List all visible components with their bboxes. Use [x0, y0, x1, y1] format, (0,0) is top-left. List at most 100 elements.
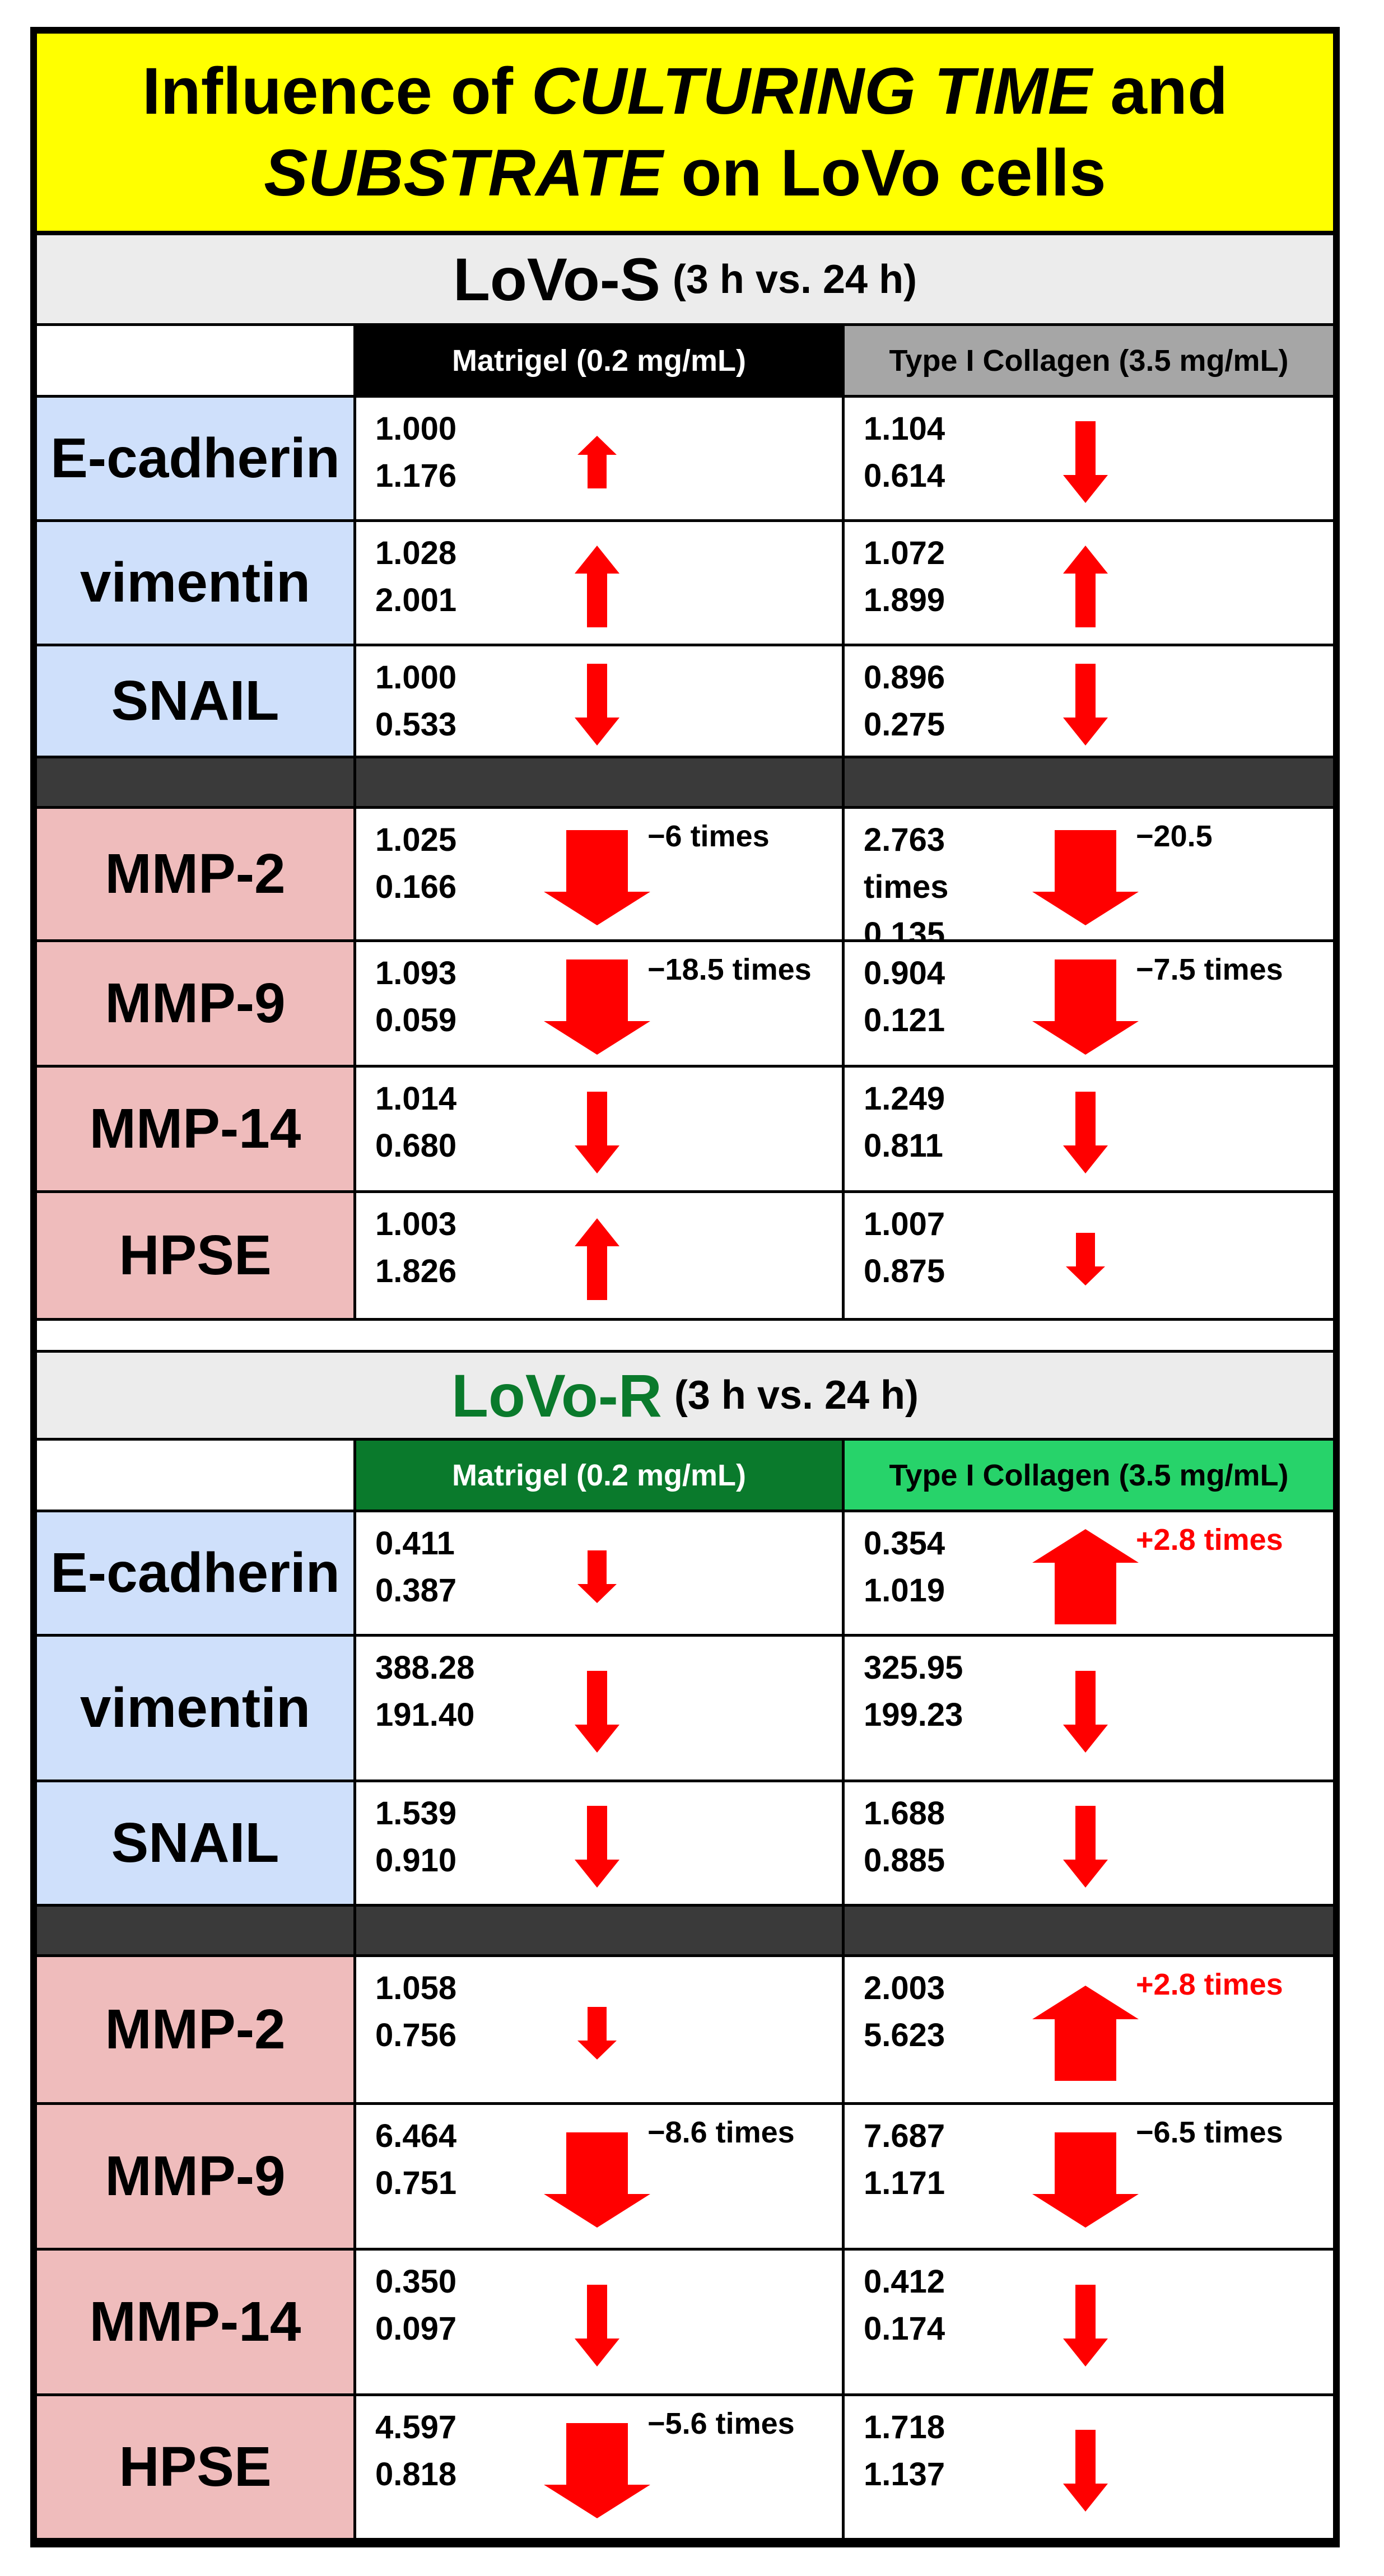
cell-values: 2.003 5.623 — [864, 1965, 945, 2059]
separator-divider — [353, 758, 356, 809]
cell-value: 2.003 — [864, 1970, 945, 2006]
cell-value: 1.539 — [375, 1795, 457, 1832]
cell-values: 4.597 0.818 — [375, 2404, 456, 2498]
arrow-down-icon — [577, 1550, 617, 1603]
cell-values: 1.003 1.826 — [375, 1201, 456, 1295]
column-header-matrigel: Matrigel (0.2 mg/mL) — [356, 1441, 845, 1512]
arrow-shape — [575, 546, 619, 627]
cell-values: 6.464 0.751 — [375, 2113, 456, 2207]
fold-change-note: −20.5 — [1136, 819, 1213, 853]
matrigel-cell: 1.003 1.826 — [356, 1193, 845, 1321]
title-text: and — [1092, 54, 1228, 128]
cell-value: 1.093 — [375, 955, 457, 991]
arrow-shape — [577, 1550, 617, 1603]
collagen-cell: 1.072 1.899 — [845, 522, 1333, 646]
matrigel-cell: 1.539 0.910 — [356, 1782, 845, 1907]
cell-value: 0.350 — [375, 2263, 457, 2300]
matrigel-cell: 1.093 0.059 −18.5 times — [356, 942, 845, 1068]
collagen-cell: 1.718 1.137 — [845, 2396, 1333, 2541]
arrow-shape — [1066, 1233, 1105, 1285]
arrow-shape — [1063, 2430, 1108, 2512]
matrigel-cell: 388.28 191.40 — [356, 1637, 845, 1782]
arrow-down-icon — [1063, 2285, 1108, 2367]
row-label: MMP-2 — [37, 809, 356, 942]
collagen-cell: 1.007 0.875 — [845, 1193, 1333, 1321]
title-emphasis: SUBSTRATE — [264, 136, 663, 210]
cell-value: 0.875 — [864, 1253, 945, 1289]
cell-value: 0.910 — [375, 1842, 457, 1879]
cell-value: 0.174 — [864, 2311, 945, 2347]
cell-values: 325.95 199.23 — [864, 1645, 963, 1739]
collagen-cell: 0.896 0.275 — [845, 646, 1333, 758]
figure-title: Influence of CULTURING TIME and SUBSTRAT… — [37, 34, 1333, 235]
arrow-shape — [577, 436, 617, 488]
collagen-cell: 0.412 0.174 — [845, 2251, 1333, 2396]
arrow-shape — [1032, 959, 1139, 1055]
arrow-up-icon — [575, 1218, 619, 1300]
cell-values: 1.093 0.059 — [375, 950, 456, 1044]
arrow-shape — [1032, 830, 1139, 925]
cell-value: 1.899 — [864, 582, 945, 618]
collagen-cell: 0.354 1.019 +2.8 times — [845, 1512, 1333, 1637]
arrow-up-icon — [1063, 546, 1108, 627]
collagen-cell: 325.95 199.23 — [845, 1637, 1333, 1782]
cell-values: 0.412 0.174 — [864, 2258, 945, 2353]
fold-change-note: −5.6 times — [647, 2407, 795, 2440]
cell-value: 0.411 — [375, 1525, 455, 1562]
arrow-shape — [575, 664, 619, 746]
arrow-shape — [1032, 1986, 1139, 2081]
cell-value: 199.23 — [864, 1697, 963, 1733]
arrow-down-icon — [575, 1806, 619, 1888]
arrow-down-icon — [575, 1092, 619, 1173]
cell-value: 191.40 — [375, 1697, 475, 1733]
separator-divider — [842, 758, 845, 809]
collagen-cell: 1.104 0.614 — [845, 398, 1333, 522]
cell-values: 1.249 0.811 — [864, 1075, 945, 1170]
fold-change-note: −18.5 times — [647, 953, 812, 986]
cell-values: 1.104 0.614 — [864, 406, 945, 500]
fold-change-note: −6.5 times — [1136, 2116, 1283, 2149]
arrow-shape — [575, 1218, 619, 1300]
cell-value: 0.533 — [375, 706, 457, 743]
cell-value: 1.025 — [375, 822, 457, 858]
title-text: Influence of — [142, 54, 532, 128]
arrow-up-icon — [577, 436, 617, 488]
cell-value: 1.137 — [864, 2456, 945, 2493]
cell-value: 0.896 — [864, 659, 945, 696]
arrow-down-icon — [575, 664, 619, 746]
arrow-shape — [575, 1092, 619, 1173]
cell-value: 1.028 — [375, 535, 457, 571]
cell-value: 0.387 — [375, 1572, 457, 1609]
cell-value: 0.818 — [375, 2456, 457, 2493]
cell-value: 0.059 — [375, 1002, 457, 1038]
fold-change-note: +2.8 times — [1136, 1968, 1283, 2001]
arrow-down-icon — [1032, 830, 1139, 925]
cell-value: 0.680 — [375, 1128, 457, 1164]
section-header-lovo-s: LoVo-S (3 h vs. 24 h) — [37, 235, 1333, 326]
matrigel-cell: 1.028 2.001 — [356, 522, 845, 646]
cell-value: 1.007 — [864, 1206, 945, 1242]
matrigel-cell: 0.411 0.387 — [356, 1512, 845, 1637]
cell-values: 1.688 0.885 — [864, 1790, 945, 1884]
cell-values: 1.058 0.756 — [375, 1965, 456, 2059]
arrow-down-icon — [1063, 1671, 1108, 1753]
cell-value: 0.121 — [864, 1002, 945, 1038]
group-separator — [37, 758, 1333, 809]
matrigel-cell: 1.025 0.166 −6 times — [356, 809, 845, 942]
collagen-cell: 0.904 0.121 −7.5 times — [845, 942, 1333, 1068]
arrow-down-icon — [1032, 959, 1139, 1055]
arrow-down-icon — [575, 1671, 619, 1753]
cell-value: 1.718 — [864, 2409, 945, 2445]
title-line-1: Influence of CULTURING TIME and — [142, 50, 1228, 132]
row-label: vimentin — [37, 1637, 356, 1782]
group-separator — [37, 1907, 1333, 1957]
cell-value: 1.072 — [864, 535, 945, 571]
section-header-lovo-r: LoVo-R (3 h vs. 24 h) — [37, 1350, 1333, 1441]
cell-value: 1.000 — [375, 659, 457, 696]
matrigel-cell: 6.464 0.751 −8.6 times — [356, 2105, 845, 2251]
arrow-down-icon — [1032, 2132, 1139, 2228]
arrow-shape — [1063, 664, 1108, 746]
arrow-down-icon — [577, 2007, 617, 2060]
arrow-down-icon — [544, 959, 650, 1055]
matrigel-cell: 1.000 1.176 — [356, 398, 845, 522]
